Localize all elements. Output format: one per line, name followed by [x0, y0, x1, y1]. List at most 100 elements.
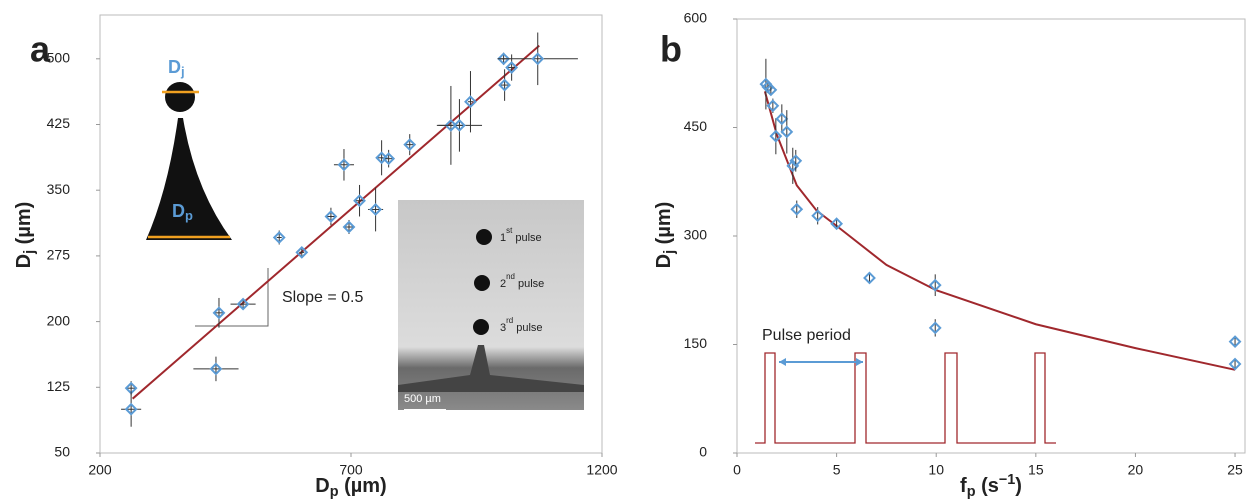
- x-tick-label: 700: [339, 462, 363, 478]
- label-part: ): [1015, 475, 1022, 497]
- data-point: [780, 125, 794, 139]
- annotation: Dj: [168, 57, 185, 80]
- fit-line: [763, 91, 1236, 371]
- data-point: [775, 112, 789, 126]
- label-part: pulse: [513, 322, 542, 334]
- x-tick-label: 200: [88, 462, 112, 478]
- label-part: (µm): [653, 202, 675, 250]
- label-part: 500 µm: [404, 393, 441, 405]
- label-part: (µm): [339, 475, 387, 497]
- x-axis-label: Dp (µm): [315, 475, 386, 500]
- label-part: p: [185, 208, 193, 223]
- data-point: [353, 194, 366, 208]
- label-part: Pulse period: [762, 327, 851, 344]
- data-point: [811, 209, 825, 223]
- y-axis-label: Dj (µm): [13, 202, 38, 269]
- data-point: [369, 203, 383, 216]
- label-part: 2: [500, 278, 506, 290]
- plot-frame: [736, 18, 1246, 454]
- label-part: rd: [506, 316, 513, 325]
- label-part: nd: [506, 272, 515, 281]
- data-point: [337, 158, 351, 172]
- label-part: 1: [500, 232, 506, 244]
- data-point: [464, 95, 477, 109]
- label-part: pulse: [512, 232, 541, 244]
- label-part: p: [967, 484, 976, 500]
- x-tick-label: 0: [733, 462, 741, 478]
- annotation: Pulse period: [762, 327, 851, 344]
- y-tick-label: 50: [54, 444, 70, 460]
- annotation: Dp: [172, 201, 193, 224]
- data-point: [272, 231, 286, 244]
- data-point: [382, 152, 396, 166]
- label-part: (µm): [13, 202, 35, 250]
- label-part: −1: [999, 472, 1015, 488]
- data-point: [324, 210, 338, 223]
- annotation: 2nd pulse: [500, 272, 544, 290]
- data-point: [790, 202, 804, 216]
- annotation: 500 µm: [404, 393, 441, 405]
- data-point: [928, 321, 942, 335]
- label-part: j: [180, 64, 185, 79]
- data-point: [769, 129, 783, 143]
- label-part: pulse: [515, 278, 544, 290]
- y-tick-label: 150: [684, 335, 708, 351]
- data-point: [1228, 357, 1242, 371]
- data-point: [766, 99, 780, 113]
- label-part: f: [960, 475, 967, 497]
- x-tick-label: 1200: [586, 462, 617, 478]
- label-part: D: [13, 254, 35, 268]
- x-axis-label: fp (s−1): [960, 472, 1022, 500]
- annotation: Slope = 0.5: [282, 289, 364, 306]
- label-part: (s: [976, 475, 999, 497]
- label-part: D: [168, 57, 181, 77]
- data-point: [830, 217, 844, 231]
- data-point: [295, 245, 309, 259]
- data-point: [863, 271, 876, 285]
- label-part: D: [315, 475, 329, 497]
- label-part: st: [506, 226, 513, 235]
- label-part: j: [662, 250, 678, 255]
- droplet-image: [146, 82, 232, 240]
- data-point: [453, 118, 466, 132]
- y-tick-label: 425: [47, 115, 71, 131]
- data-point: [789, 154, 803, 168]
- y-tick-label: 0: [699, 444, 707, 460]
- data-point: [342, 220, 356, 234]
- y-tick-label: 600: [684, 10, 708, 26]
- x-tick-label: 20: [1128, 462, 1144, 478]
- y-tick-label: 275: [47, 247, 71, 263]
- inset-photo: [398, 200, 584, 411]
- x-tick-label: 5: [833, 462, 841, 478]
- x-tick-label: 10: [928, 462, 944, 478]
- panel-label: b: [660, 29, 682, 70]
- x-tick-label: 15: [1028, 462, 1044, 478]
- data-point: [403, 138, 417, 152]
- data-point: [236, 297, 250, 311]
- data-point: [764, 83, 778, 97]
- label-part: p: [330, 484, 339, 500]
- label-part: Slope = 0.5: [282, 289, 364, 306]
- y-tick-label: 450: [684, 118, 708, 134]
- data-point: [209, 362, 223, 376]
- data-point: [444, 118, 458, 132]
- slope-triangle: [195, 268, 269, 327]
- y-tick-label: 350: [47, 181, 71, 197]
- y-axis-label: Dj (µm): [653, 202, 678, 269]
- data-point: [497, 52, 511, 66]
- data-point: [498, 78, 512, 92]
- label-part: j: [22, 250, 38, 255]
- data-point: [1228, 335, 1242, 349]
- x-tick-label: 25: [1227, 462, 1243, 478]
- data-point: [124, 402, 138, 416]
- pulse-train: [755, 352, 1056, 444]
- annotation: 3rd pulse: [500, 316, 543, 334]
- data-point: [531, 52, 545, 66]
- data-point: [928, 278, 942, 292]
- y-tick-label: 300: [684, 227, 708, 243]
- annotation: 1st pulse: [500, 226, 542, 244]
- label-part: D: [172, 201, 185, 221]
- data-point: [505, 61, 519, 74]
- panel-label: a: [30, 29, 51, 70]
